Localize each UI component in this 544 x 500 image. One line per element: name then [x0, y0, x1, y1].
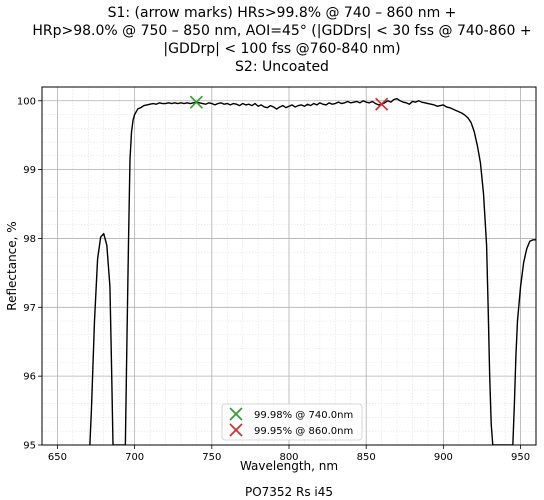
x-tick-label: 900 — [434, 452, 453, 463]
legend-marker-0-stroke-b — [229, 407, 243, 421]
major-grid — [42, 87, 536, 446]
data-marker-0-stroke-b — [189, 95, 203, 109]
data-marker-0 — [189, 95, 203, 109]
x-tick-label: 800 — [279, 452, 298, 463]
title-line-3: |GDDrp| < 100 fss @760-840 nm) — [163, 41, 400, 57]
title: S1: (arrow marks) HRs>99.8% @ 740 – 860 … — [32, 5, 531, 75]
x-tick-label: 750 — [202, 452, 221, 463]
legend-box — [221, 403, 363, 441]
data-marker-1-stroke-b — [375, 97, 389, 111]
y-axis-ticks: 95 96 97 98 99 100 — [17, 96, 42, 452]
y-tick-label: 100 — [17, 96, 36, 107]
legend: 99.98% @ 740.0nm 99.95% @ 860.0nm — [221, 403, 363, 441]
data-marker-1 — [375, 97, 389, 111]
legend-marker-0 — [229, 407, 243, 421]
x-axis-label: Wavelength, nm — [240, 459, 338, 473]
x-tick-label: 650 — [48, 452, 67, 463]
title-line-1: S1: (arrow marks) HRs>99.8% @ 740 – 860 … — [108, 5, 457, 21]
y-tick-label: 97 — [23, 303, 36, 314]
marker-layer — [189, 95, 389, 111]
y-tick-label: 98 — [23, 234, 36, 245]
legend-marker-1 — [229, 423, 243, 437]
legend-marker-1-stroke-b — [229, 423, 243, 437]
y-tick-label: 95 — [23, 441, 36, 452]
x-axis-ticks: 650 700 750 800 850 900 950 — [48, 445, 530, 463]
series-line-0 — [89, 97, 536, 445]
plot-lines — [89, 97, 536, 445]
x-tick-label: 850 — [357, 452, 376, 463]
y-tick-label: 99 — [23, 165, 36, 176]
x-tick-label: 700 — [125, 452, 144, 463]
legend-label-0: 99.98% @ 740.0nm — [254, 410, 353, 421]
y-axis-label: Reflectance, % — [5, 221, 19, 310]
y-tick-label: 96 — [23, 372, 36, 383]
legend-label-1: 99.95% @ 860.0nm — [254, 426, 353, 437]
title-line-4: S2: Uncoated — [235, 59, 329, 75]
footer-label: PO7352 Rs i45 — [245, 485, 333, 499]
x-tick-label: 950 — [511, 452, 530, 463]
title-line-2: HRp>98.0% @ 750 – 850 nm, AOI=45° (|GDDr… — [32, 23, 531, 39]
